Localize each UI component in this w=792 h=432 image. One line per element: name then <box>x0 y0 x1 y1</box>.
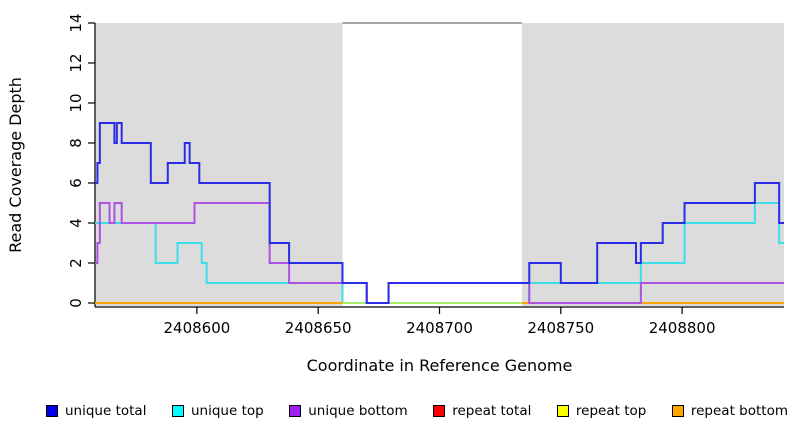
y-tick-label: 12 <box>67 53 85 72</box>
legend-swatch-repeat-total <box>433 405 446 417</box>
legend-swatch-repeat-bottom <box>671 405 684 417</box>
legend-label: unique total <box>65 403 147 419</box>
legend-label: repeat total <box>452 403 532 419</box>
legend-item-unique-bottom: unique bottom <box>289 403 408 419</box>
repeat-region-shading-1 <box>521 23 784 306</box>
legend-item-repeat-top: repeat top <box>556 403 647 419</box>
legend-label: unique bottom <box>308 403 408 419</box>
y-tick-label: 4 <box>67 218 85 228</box>
y-tick-label: 14 <box>67 13 85 32</box>
y-tick-label: 2 <box>67 258 85 268</box>
x-tick-label: 2408600 <box>163 319 230 337</box>
legend-item-repeat-total: repeat total <box>433 403 531 419</box>
legend-swatch-unique-top <box>172 405 184 417</box>
series-line-unique-total <box>95 122 784 304</box>
repeat-region-shading-0 <box>95 23 343 306</box>
x-tick-label: 2408800 <box>649 319 716 337</box>
legend-swatch-unique-total <box>46 405 58 417</box>
legend-item-unique-total: unique total <box>46 403 146 419</box>
y-tick-label: 8 <box>67 138 85 148</box>
y-tick-label: 6 <box>67 178 85 188</box>
y-tick-label: 0 <box>67 298 85 308</box>
x-tick-label: 2408750 <box>527 319 594 337</box>
y-axis-title: Read Coverage Depth <box>6 77 25 253</box>
coverage-chart: 0 2 4 6 8 10 12 14 2408600 2408650 2408700 2408750 2… <box>6 13 784 375</box>
legend-swatch-unique-bottom <box>289 405 302 417</box>
legend-label: unique top <box>191 403 264 419</box>
legend-item-repeat-bottom: repeat bottom <box>671 403 788 419</box>
legend-item-unique-top: unique top <box>172 403 264 419</box>
legend-label: repeat top <box>575 403 647 419</box>
legend-swatch-repeat-top <box>556 405 569 417</box>
legend: unique total unique top unique bottom repea… <box>46 399 788 423</box>
y-tick-label: 10 <box>67 93 85 112</box>
legend-label: repeat bottom <box>690 403 788 419</box>
x-tick-label: 2408700 <box>406 319 473 337</box>
x-axis-title: Coordinate in Reference Genome <box>307 356 573 375</box>
x-tick-label: 2408650 <box>285 319 352 337</box>
